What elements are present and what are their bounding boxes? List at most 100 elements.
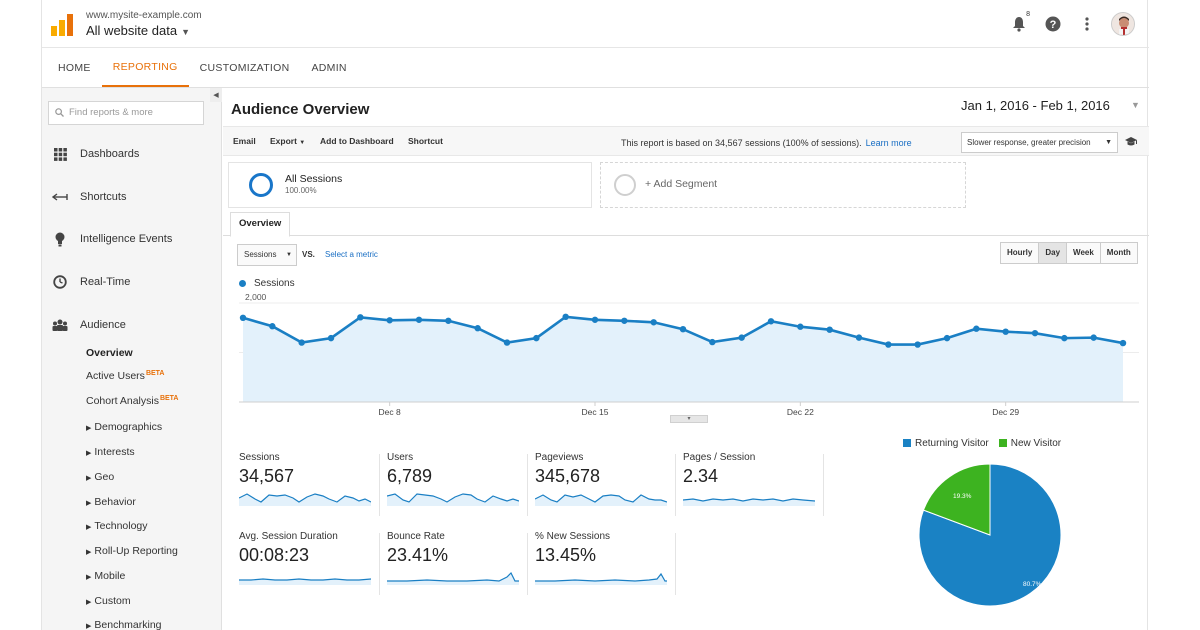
sidebar-item-label: Real-Time bbox=[80, 276, 131, 288]
metric-select[interactable]: Sessions ▼ bbox=[237, 244, 297, 266]
sidebar-subitem-benchmarking[interactable]: ▶ Benchmarking bbox=[86, 619, 162, 630]
visitor-type-pie-chart[interactable]: 80.7% 19.3% bbox=[915, 460, 1065, 610]
overview-tab-bar: Overview bbox=[223, 212, 1149, 237]
sidebar-subitem-demographics[interactable]: ▶ Demographics bbox=[86, 421, 162, 433]
collapse-sidebar-icon[interactable]: ◀ bbox=[210, 88, 222, 102]
sidebar-subitem-label: Geo bbox=[94, 471, 115, 483]
sampling-note-text: This report is based on 34,567 sessions … bbox=[621, 138, 862, 148]
sidebar-item-label: Dashboards bbox=[80, 148, 140, 160]
sidebar: ◀ Find reports & more Dashboards Shortcu… bbox=[42, 88, 222, 630]
analytics-logo-icon[interactable] bbox=[51, 14, 73, 36]
graduation-cap-icon[interactable] bbox=[1124, 136, 1138, 148]
sidebar-subitem-label: Interests bbox=[94, 446, 135, 458]
kpi-new-sessions[interactable]: % New Sessions 13.45% bbox=[535, 531, 675, 599]
divider bbox=[527, 454, 528, 516]
report-toolbar: Email Export ▼ Add to Dashboard Shortcut… bbox=[223, 126, 1149, 156]
divider bbox=[675, 533, 676, 595]
sidebar-subitem-interests[interactable]: ▶ Interests bbox=[86, 446, 135, 458]
x-tick-label: Dec 29 bbox=[992, 407, 1019, 417]
sidebar-subitem-geo[interactable]: ▶ Geo bbox=[86, 471, 114, 483]
email-button[interactable]: Email bbox=[233, 136, 256, 146]
kpi-pages-per-session[interactable]: Pages / Session 2.34 bbox=[683, 452, 823, 520]
shortcut-button[interactable]: Shortcut bbox=[408, 136, 443, 146]
add-to-dashboard-button[interactable]: Add to Dashboard bbox=[320, 136, 394, 146]
sidebar-subitem-mobile[interactable]: ▶ Mobile bbox=[86, 570, 125, 582]
granularity-hourly-button[interactable]: Hourly bbox=[1001, 243, 1040, 263]
data-point bbox=[591, 316, 599, 323]
kpi-sessions[interactable]: Sessions 34,567 bbox=[239, 452, 379, 520]
kpi-label: Sessions bbox=[239, 452, 280, 463]
tab-admin[interactable]: ADMIN bbox=[311, 62, 347, 74]
granularity-day-button[interactable]: Day bbox=[1039, 243, 1068, 263]
select-metric-link[interactable]: Select a metric bbox=[325, 250, 378, 259]
data-point bbox=[738, 334, 745, 341]
sidebar-subitem-roll-up-reporting[interactable]: ▶ Roll-Up Reporting bbox=[86, 545, 178, 557]
sidebar-item-shortcuts[interactable]: Shortcuts bbox=[52, 189, 126, 205]
date-range-picker[interactable]: Jan 1, 2016 - Feb 1, 2016 bbox=[961, 98, 1110, 113]
data-point bbox=[767, 318, 775, 325]
precision-value: Slower response, greater precision bbox=[967, 138, 1091, 147]
sidebar-item-label: Intelligence Events bbox=[80, 233, 173, 245]
help-icon[interactable]: ? bbox=[1043, 13, 1063, 35]
sidebar-item-real-time[interactable]: Real-Time bbox=[52, 274, 130, 290]
data-point bbox=[239, 314, 247, 322]
legend-item-returning: Returning Visitor bbox=[903, 438, 989, 449]
kpi-value: 345,678 bbox=[535, 466, 601, 486]
kpi-avg-session-duration[interactable]: Avg. Session Duration 00:08:23 bbox=[239, 531, 379, 599]
sidebar-subitem-cohort-analysis[interactable]: Cohort AnalysisBETA bbox=[86, 395, 179, 407]
more-vert-icon[interactable] bbox=[1077, 13, 1097, 35]
segment-all-sessions[interactable]: All Sessions 100.00% bbox=[228, 162, 592, 208]
kpi-label: Avg. Session Duration bbox=[239, 531, 338, 542]
kpi-pageviews[interactable]: Pageviews 345,678 bbox=[535, 452, 675, 520]
metric-controls: Sessions ▼ VS. Select a metric Hourly Day… bbox=[223, 236, 1149, 276]
people-icon bbox=[52, 317, 68, 333]
sidebar-item-intelligence-events[interactable]: Intelligence Events bbox=[52, 231, 172, 247]
sidebar-subitem-custom[interactable]: ▶ Custom bbox=[86, 595, 131, 607]
avatar[interactable] bbox=[1111, 12, 1135, 36]
view-selector[interactable]: All website data ▼ bbox=[86, 23, 190, 38]
chevron-down-icon[interactable]: ▼ bbox=[1131, 100, 1140, 110]
search-placeholder: Find reports & more bbox=[69, 107, 153, 118]
search-input[interactable]: Find reports & more bbox=[48, 101, 204, 125]
chevron-down-icon: ▼ bbox=[286, 252, 292, 258]
data-point bbox=[357, 314, 364, 321]
export-label: Export bbox=[270, 136, 297, 146]
granularity-week-button[interactable]: Week bbox=[1067, 243, 1101, 263]
divider bbox=[379, 533, 380, 595]
tab-overview[interactable]: Overview bbox=[230, 212, 291, 237]
export-button[interactable]: Export ▼ bbox=[270, 136, 305, 146]
sidebar-item-dashboards[interactable]: Dashboards bbox=[52, 146, 139, 162]
data-point bbox=[269, 323, 276, 330]
granularity-toggle: Hourly Day Week Month bbox=[1000, 242, 1138, 264]
sidebar-subitem-overview[interactable]: Overview bbox=[86, 347, 133, 359]
sidebar-subitem-label: Overview bbox=[86, 347, 133, 359]
data-point bbox=[1119, 339, 1127, 347]
tab-reporting[interactable]: REPORTING bbox=[101, 48, 189, 87]
site-url: www.mysite-example.com bbox=[86, 10, 202, 21]
tab-home[interactable]: HOME bbox=[58, 62, 91, 74]
chart-resize-handle[interactable]: ▾ bbox=[670, 415, 708, 423]
sidebar-item-audience[interactable]: Audience bbox=[52, 317, 126, 333]
sidebar-subitem-behavior[interactable]: ▶ Behavior bbox=[86, 496, 136, 508]
add-segment-button[interactable]: + Add Segment bbox=[600, 162, 966, 208]
granularity-month-button[interactable]: Month bbox=[1100, 243, 1137, 263]
learn-more-link[interactable]: Learn more bbox=[865, 138, 912, 148]
tab-customization[interactable]: CUSTOMIZATION bbox=[199, 62, 290, 74]
sidebar-subitem-active-users[interactable]: Active UsersBETA bbox=[86, 370, 164, 382]
kpi-scorecards: Sessions 34,567 Users 6,789 Pageviews 34… bbox=[223, 448, 863, 618]
search-icon bbox=[55, 108, 64, 117]
expand-triangle-icon: ▶ bbox=[86, 475, 92, 482]
data-point bbox=[503, 339, 511, 346]
shortcut-arrow-icon bbox=[52, 189, 68, 205]
precision-select[interactable]: Slower response, greater precision ▼ bbox=[961, 132, 1118, 153]
data-point bbox=[386, 317, 393, 324]
legend-label: New Visitor bbox=[1010, 438, 1062, 449]
kpi-users[interactable]: Users 6,789 bbox=[387, 452, 527, 520]
kpi-bounce-rate[interactable]: Bounce Rate 23.41% bbox=[387, 531, 527, 599]
sampling-note: This report is based on 34,567 sessions … bbox=[621, 138, 912, 148]
sidebar-subitem-technology[interactable]: ▶ Technology bbox=[86, 520, 148, 532]
kpi-value: 34,567 bbox=[239, 466, 295, 486]
divider bbox=[379, 454, 380, 516]
notifications-bell-icon[interactable]: 8 bbox=[1009, 11, 1030, 35]
